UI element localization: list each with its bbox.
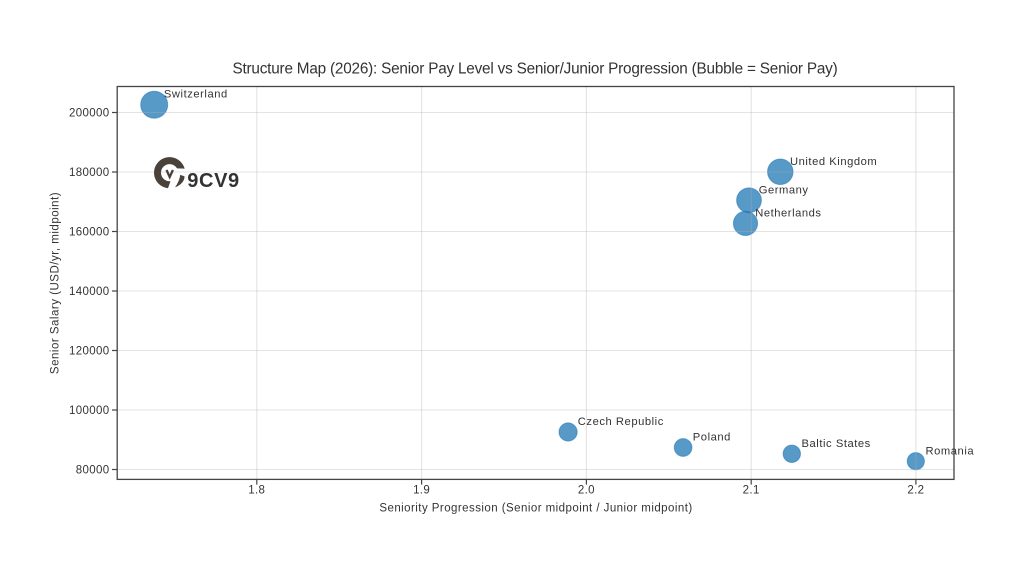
svg-text:80000: 80000 — [76, 464, 110, 476]
svg-text:2.1: 2.1 — [743, 484, 760, 496]
svg-text:Switzerland: Switzerland — [164, 89, 228, 101]
svg-text:United Kingdom: United Kingdom — [790, 156, 877, 168]
svg-text:Romania: Romania — [926, 445, 975, 457]
svg-text:200000: 200000 — [69, 107, 109, 119]
svg-text:1.9: 1.9 — [413, 484, 430, 496]
svg-text:2.2: 2.2 — [907, 484, 924, 496]
svg-text:Germany: Germany — [759, 185, 809, 197]
svg-text:120000: 120000 — [69, 345, 109, 357]
svg-text:Czech Republic: Czech Republic — [578, 416, 664, 428]
svg-text:Senior Salary (USD/yr, midpoin: Senior Salary (USD/yr, midpoint) — [50, 192, 62, 374]
svg-text:9CV9: 9CV9 — [187, 170, 239, 192]
svg-text:100000: 100000 — [69, 405, 109, 417]
svg-text:Poland: Poland — [693, 432, 731, 444]
svg-text:Netherlands: Netherlands — [755, 208, 821, 220]
svg-text:Seniority Progression (Senior: Seniority Progression (Senior midpoint /… — [379, 503, 692, 515]
svg-text:180000: 180000 — [69, 167, 109, 179]
svg-text:140000: 140000 — [69, 286, 109, 298]
svg-text:160000: 160000 — [69, 226, 109, 238]
svg-text:Baltic States: Baltic States — [802, 438, 871, 450]
svg-text:Structure Map (2026): Senior P: Structure Map (2026): Senior Pay Level v… — [232, 61, 837, 78]
svg-text:1.8: 1.8 — [248, 484, 265, 496]
svg-text:2.0: 2.0 — [578, 484, 595, 496]
